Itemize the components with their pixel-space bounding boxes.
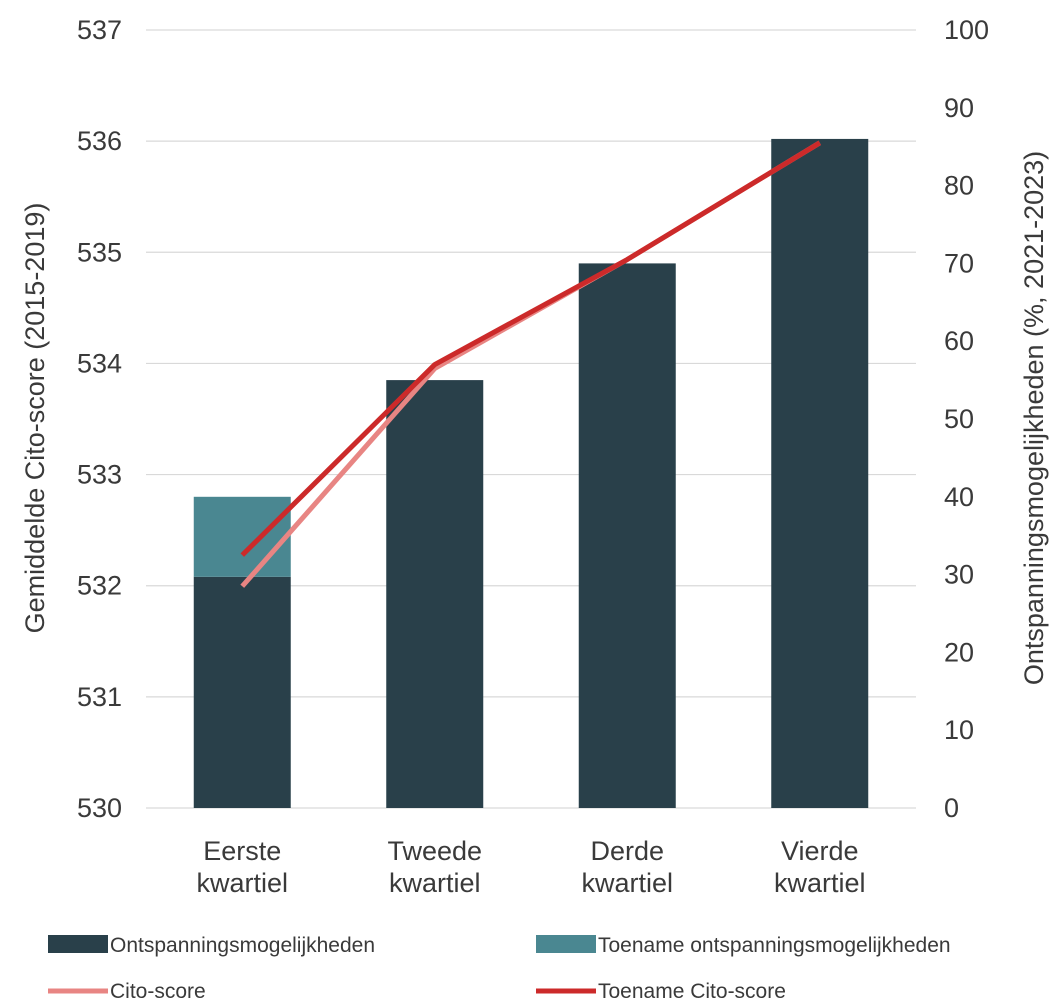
legend-label: Toename Cito-score bbox=[598, 980, 786, 1000]
bars bbox=[193, 138, 869, 809]
bar-3 bbox=[578, 263, 676, 808]
lines bbox=[240, 140, 822, 588]
legend-label: Cito-score bbox=[110, 980, 206, 1000]
left-tick-label: 534 bbox=[77, 348, 122, 378]
left-tick-label: 537 bbox=[77, 15, 122, 45]
right-tick-label: 70 bbox=[944, 248, 974, 278]
left-tick-label: 536 bbox=[77, 126, 122, 156]
category-label: Derde kwartiel bbox=[581, 836, 673, 898]
right-axis-title: Ontspanningsmogelijkheden (%, 2021-2023) bbox=[1019, 151, 1049, 685]
left-tick-label: 532 bbox=[77, 571, 122, 601]
left-tick-label: 530 bbox=[77, 793, 122, 823]
category-label: Tweede kwartiel bbox=[387, 836, 482, 898]
right-tick-label: 100 bbox=[944, 15, 989, 45]
legend: Ontspanningsmogelijkheden Toename ontspan… bbox=[48, 934, 951, 1000]
category-labels: Eerste kwartiel Tweede kwartiel Derde kwartie… bbox=[196, 836, 865, 898]
right-tick-label: 0 bbox=[944, 793, 959, 823]
left-axis-title: Gemiddelde Cito-score (2015-2019) bbox=[20, 203, 50, 634]
right-axis-ticks: 0 10 20 30 40 50 60 70 80 90 100 bbox=[944, 15, 989, 823]
legend-swatch bbox=[48, 935, 108, 953]
bar-increase-1 bbox=[193, 496, 291, 577]
category-label: Vierde kwartiel bbox=[774, 836, 866, 898]
legend-label: Ontspanningsmogelijkheden bbox=[110, 934, 375, 957]
right-tick-label: 60 bbox=[944, 326, 974, 356]
left-tick-label: 535 bbox=[77, 237, 122, 267]
right-tick-label: 90 bbox=[944, 93, 974, 123]
right-tick-label: 20 bbox=[944, 637, 974, 667]
left-tick-label: 533 bbox=[77, 460, 122, 490]
line-series-1 bbox=[240, 140, 822, 588]
right-tick-label: 80 bbox=[944, 171, 974, 201]
legend-swatch bbox=[536, 935, 596, 953]
legend-label: Toename ontspanningsmogelijkheden bbox=[598, 934, 951, 957]
category-label: Eerste kwartiel bbox=[196, 836, 288, 898]
bar-2 bbox=[386, 380, 484, 808]
bar-4 bbox=[771, 138, 869, 809]
left-axis-ticks: 530 531 532 533 534 535 536 537 bbox=[77, 15, 122, 823]
right-tick-label: 40 bbox=[944, 482, 974, 512]
right-tick-label: 10 bbox=[944, 715, 974, 745]
line-series-2 bbox=[240, 140, 822, 557]
right-tick-label: 50 bbox=[944, 404, 974, 434]
left-tick-label: 531 bbox=[77, 682, 122, 712]
right-tick-label: 30 bbox=[944, 560, 974, 590]
bar-1 bbox=[193, 576, 291, 808]
